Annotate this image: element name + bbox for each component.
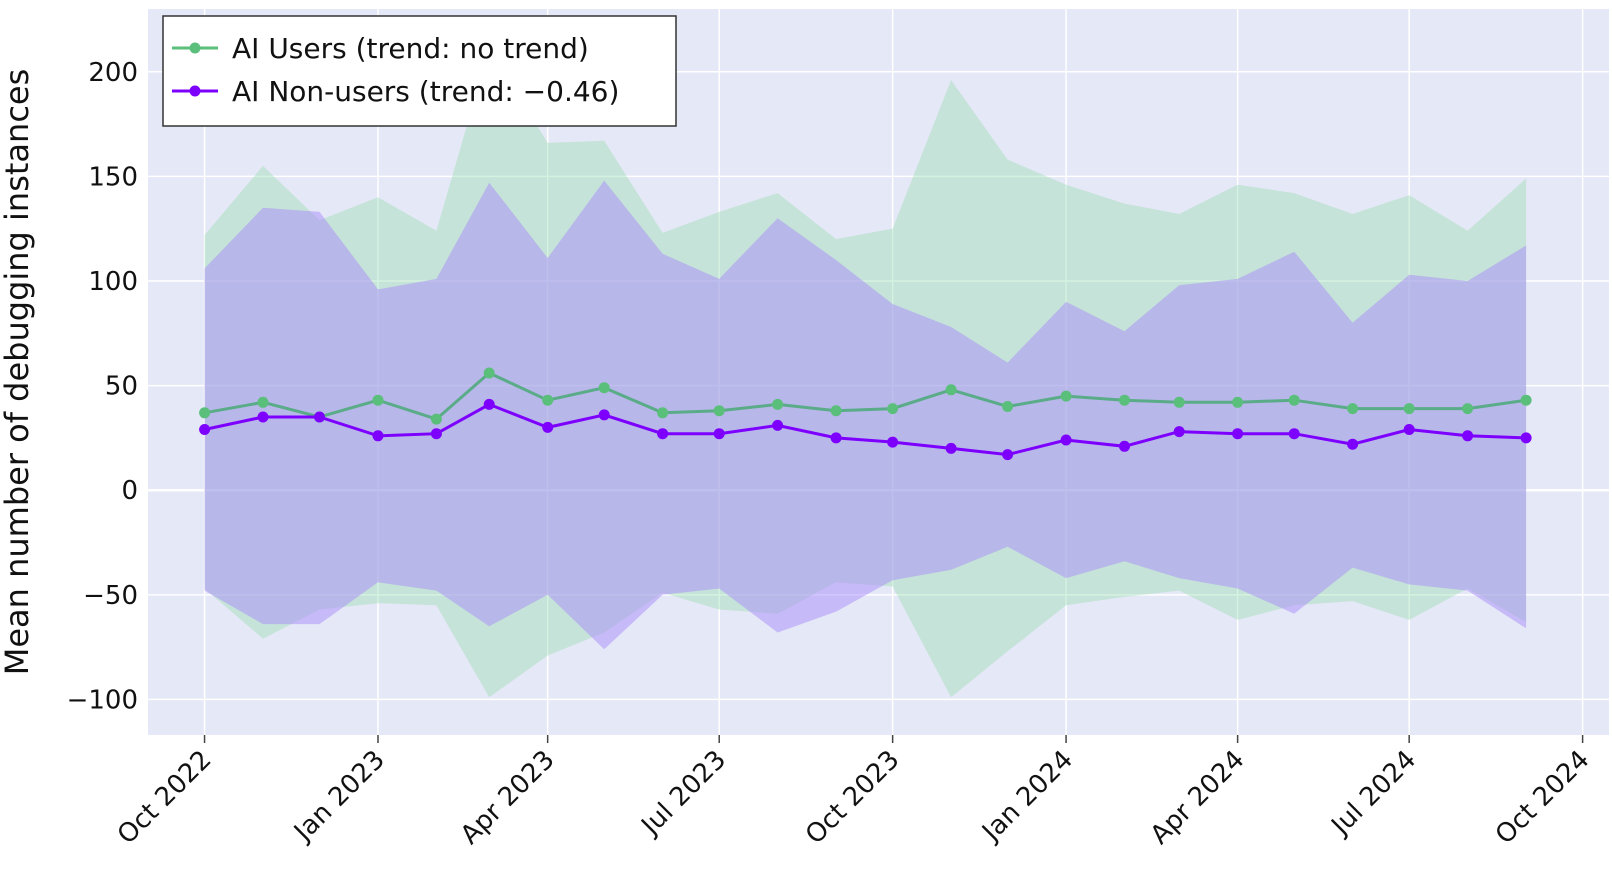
legend-box [162,15,677,127]
point-series-1 [199,424,211,435]
point-series-1 [887,436,899,448]
y-axis-label: Mean number of debugging instances [0,69,36,676]
point-series-0 [483,367,495,379]
point-series-1 [657,428,669,440]
point-series-0 [1119,394,1130,406]
point-series-0 [542,394,554,406]
point-series-1 [542,421,554,433]
point-series-1 [598,409,610,421]
x-tick-label: Jan 2024 [975,745,1079,849]
point-series-1 [1060,434,1072,446]
point-series-0 [1520,394,1532,406]
y-axis-ticks: −100 −50 0 50 100 150 200 [67,58,138,716]
point-series-1 [1403,424,1415,435]
point-series-0 [598,382,610,394]
point-series-0 [1347,403,1359,415]
point-series-0 [1060,390,1072,402]
point-series-1 [430,428,442,440]
x-tick-label: Jul 2023 [635,745,732,842]
point-series-1 [1002,449,1014,461]
point-series-0 [1002,401,1014,412]
point-series-1 [1462,430,1474,442]
point-series-0 [713,405,725,417]
x-axis-ticks: Oct 2022 Jan 2023 Apr 2023 Jul 2023 Oct 2023… [112,735,1596,850]
legend: AI Users (trend: no trend) AI Non-users (… [162,15,677,127]
point-series-1 [314,411,325,423]
point-series-0 [1232,396,1244,408]
point-series-1 [372,430,384,442]
point-series-0 [945,384,957,396]
point-series-1 [772,419,784,431]
y-tick-label: 200 [88,58,138,88]
point-series-0 [1288,394,1300,406]
y-tick-label: 0 [121,476,138,506]
point-series-1 [257,411,269,423]
point-series-0 [1462,403,1474,415]
point-series-1 [1119,440,1130,452]
legend-marker-1 [189,85,201,97]
point-series-0 [887,403,899,415]
point-series-0 [430,413,442,425]
line-series-0 [204,371,1527,421]
point-series-1 [1173,426,1185,438]
point-series-1 [945,442,957,454]
x-tick-label: Apr 2024 [1145,745,1251,851]
y-tick-label: 100 [88,267,138,297]
point-series-0 [1173,396,1185,408]
point-series-0 [199,407,211,419]
x-tick-label: Oct 2023 [800,745,906,851]
point-series-0 [257,396,269,408]
point-series-0 [657,407,669,419]
y-tick-label: −50 [83,581,138,611]
point-series-1 [1520,432,1532,444]
point-series-1 [713,428,725,440]
y-tick-label: 50 [105,372,138,402]
x-tick-label: Oct 2022 [112,745,218,851]
x-tick-label: Oct 2024 [1490,745,1596,851]
y-tick-label: −100 [67,685,138,715]
x-tick-label: Apr 2023 [455,745,561,851]
point-series-0 [1403,403,1415,415]
band-series-1 [204,180,1527,650]
point-series-1 [830,432,842,444]
point-series-1 [483,398,495,410]
point-series-0 [772,398,784,410]
point-series-0 [830,405,842,417]
legend-marker-0 [189,42,201,54]
point-series-0 [372,394,384,406]
point-series-1 [1232,428,1244,440]
y-tick-label: 150 [88,162,138,192]
x-tick-label: Jan 2023 [287,745,391,849]
line-series-1 [204,402,1527,457]
series-lines [199,367,1532,461]
legend-label-0: AI Users (trend: no trend) [232,32,589,65]
confidence-bands [204,48,1527,698]
x-tick-label: Jul 2024 [1325,745,1422,842]
point-series-1 [1288,428,1300,440]
legend-label-1: AI Non-users (trend: −0.46) [232,75,619,108]
point-series-1 [1347,438,1359,450]
